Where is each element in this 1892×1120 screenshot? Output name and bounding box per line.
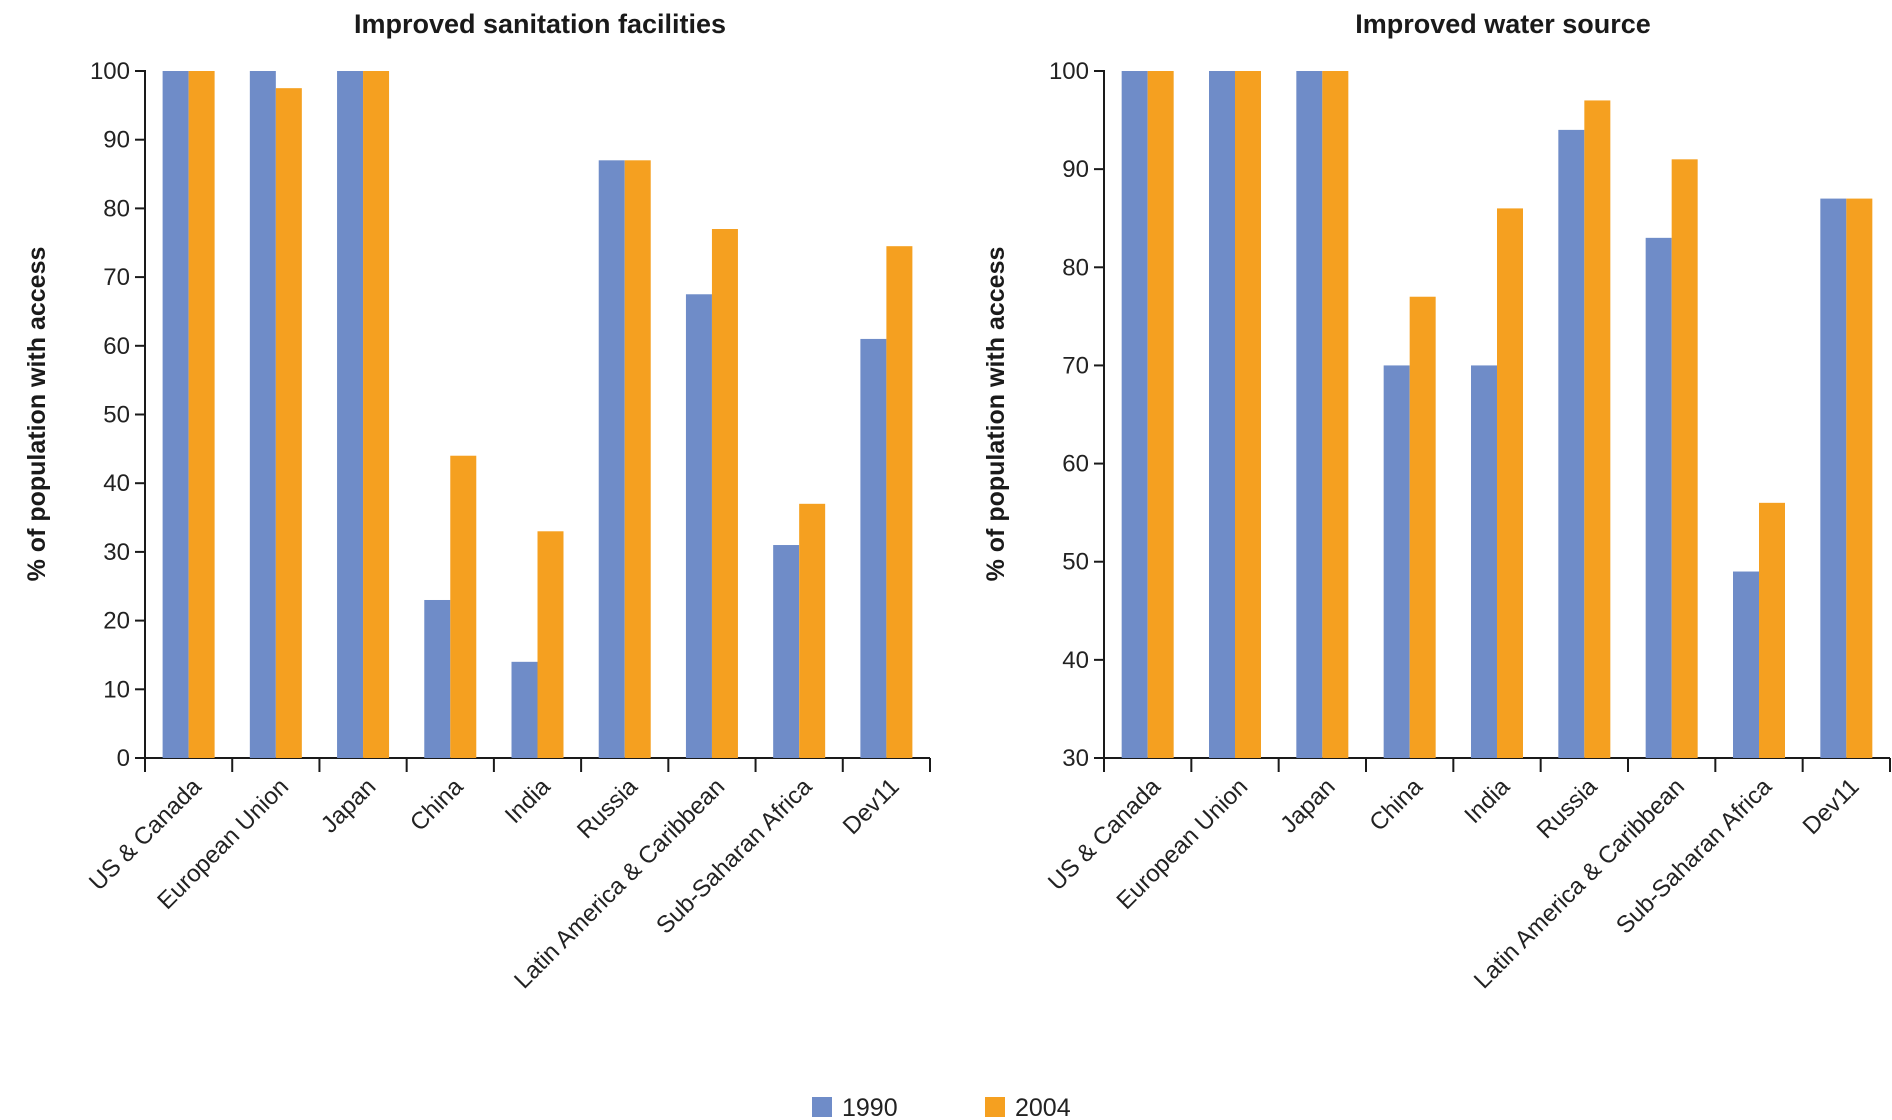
category-label-russia: Russia — [1532, 773, 1603, 844]
bar-1990-china — [424, 599, 451, 758]
bar-1990-dev11 — [860, 338, 887, 758]
bar-2004-european-union — [1235, 71, 1261, 758]
category-label-india: India — [500, 773, 556, 829]
bar-1990-russia — [598, 160, 625, 758]
bar-1990-sub-saharan-africa — [773, 545, 800, 758]
bar-2004-european-union — [275, 88, 302, 759]
bar-2004-latin-america-caribbean — [1671, 159, 1698, 759]
y-tick-label: 90 — [1062, 156, 1089, 183]
y-tick-label: 100 — [90, 58, 130, 85]
y-tick-label: 20 — [103, 608, 130, 635]
bar-2004-dev11 — [886, 246, 913, 758]
y-tick-label: 30 — [103, 539, 130, 566]
y-tick-label: 60 — [103, 333, 130, 360]
bar-1990-japan — [337, 71, 364, 758]
category-label-sub-saharan-africa: Sub-Saharan Africa — [1611, 773, 1778, 940]
legend-label-2004: 2004 — [1015, 1094, 1071, 1120]
bar-2004-sub-saharan-africa — [1759, 502, 1785, 758]
y-tick-label: 80 — [103, 195, 130, 222]
y-tick-label: 30 — [1062, 745, 1089, 772]
bar-1990-russia — [1558, 129, 1585, 758]
bar-1990-latin-america-caribbean — [1645, 237, 1672, 759]
bar-2004-sub-saharan-africa — [799, 503, 826, 758]
y-tick-label: 60 — [1062, 451, 1089, 478]
y-tick-label: 0 — [117, 745, 130, 772]
category-label-china: China — [1364, 773, 1428, 837]
bar-2004-india — [537, 531, 564, 758]
bar-2004-us-canada — [1147, 71, 1174, 758]
bar-1990-latin-america-caribbean — [685, 294, 712, 758]
y-tick-label: 70 — [1062, 352, 1089, 379]
y-tick-label: 50 — [103, 402, 130, 429]
bar-1990-sub-saharan-africa — [1733, 571, 1759, 758]
legend-swatch-1990 — [812, 1097, 832, 1117]
bar-2004-china — [1409, 296, 1436, 758]
category-label-sub-saharan-africa: Sub-Saharan Africa — [651, 773, 818, 940]
y-tick-label: 90 — [103, 127, 130, 154]
category-label-russia: Russia — [572, 773, 643, 844]
bar-1990-european-union — [1209, 71, 1235, 758]
bar-1990-india — [511, 661, 538, 758]
bar-1990-japan — [1296, 71, 1323, 758]
bar-2004-dev11 — [1846, 198, 1873, 759]
y-tick-label: 40 — [103, 470, 130, 497]
legend: 1990 2004 — [812, 1094, 1071, 1120]
bar-2004-china — [450, 455, 477, 758]
y-tick-label: 80 — [1062, 254, 1089, 281]
y-axis-label: % of population with access — [23, 247, 51, 582]
bar-2004-russia — [624, 160, 651, 758]
bar-1990-dev11 — [1820, 198, 1847, 759]
category-label-japan: Japan — [1275, 773, 1340, 838]
category-label-india: India — [1459, 773, 1515, 829]
category-label-dev11: Dev11 — [838, 773, 905, 840]
y-axis-label: % of population with access — [982, 247, 1010, 582]
bar-2004-us-canada — [188, 71, 215, 758]
bar-2004-latin-america-caribbean — [711, 229, 738, 758]
bar-1990-european-union — [249, 71, 276, 758]
y-tick-label: 50 — [1062, 549, 1089, 576]
bar-1990-china — [1383, 365, 1410, 758]
legend-label-1990: 1990 — [842, 1094, 898, 1120]
bar-1990-india — [1471, 365, 1497, 758]
y-tick-label: 100 — [1049, 58, 1089, 85]
bar-1990-us-canada — [162, 71, 189, 758]
category-label-china: China — [405, 773, 469, 837]
category-label-japan: Japan — [316, 773, 381, 838]
bar-2004-russia — [1584, 100, 1611, 758]
legend-swatch-2004 — [985, 1097, 1005, 1117]
bar-1990-us-canada — [1121, 71, 1148, 758]
y-tick-label: 40 — [1062, 647, 1089, 674]
water-source-chart: Improved water source % of population wit… — [982, 9, 1891, 994]
chart-title: Improved water source — [1355, 9, 1651, 39]
bar-2004-japan — [363, 71, 390, 758]
y-tick-label: 70 — [103, 264, 130, 291]
category-label-dev11: Dev11 — [1798, 773, 1865, 840]
bar-2004-india — [1497, 208, 1523, 758]
sanitation-chart: Improved sanitation facilities % of popul… — [23, 9, 931, 994]
chart-title: Improved sanitation facilities — [354, 9, 726, 39]
y-tick-label: 10 — [103, 676, 130, 703]
bar-2004-japan — [1322, 71, 1349, 758]
